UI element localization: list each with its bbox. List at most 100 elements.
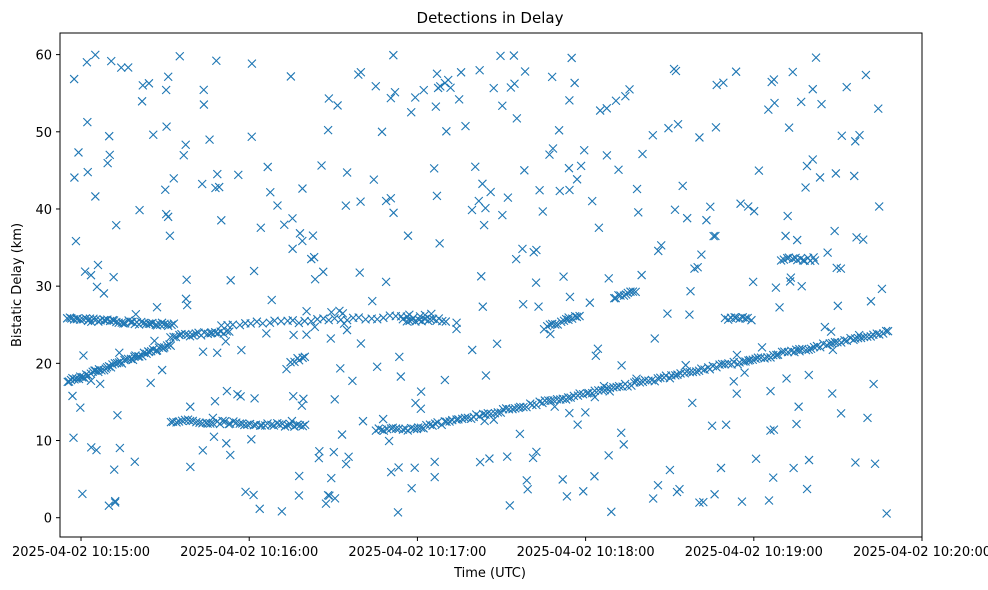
data-point-noise	[185, 402, 195, 412]
data-point-noise	[150, 336, 159, 346]
data-point-noise	[606, 507, 616, 517]
data-point-track-25-a	[163, 321, 173, 331]
data-point-noise	[130, 457, 140, 467]
data-point-noise	[90, 192, 100, 201]
data-point-track-12-a	[298, 421, 308, 431]
data-point-track-12-a	[218, 416, 227, 426]
data-point-noise	[736, 199, 745, 209]
data-point-noise	[92, 445, 101, 455]
data-point-noise	[302, 330, 311, 339]
data-point-track-25-d	[747, 315, 756, 325]
data-point-track-diagonal-main	[590, 386, 600, 396]
data-point-noise	[384, 436, 394, 446]
data-point-noise	[489, 415, 499, 425]
x-tick-label: 2025-04-02 10:18:00	[517, 545, 655, 560]
data-point-track-rising-2	[169, 332, 178, 342]
data-point-noise	[870, 459, 880, 469]
data-point-track-diagonal-main	[763, 352, 772, 362]
data-point-noise	[326, 334, 336, 343]
data-point-track-25-b	[235, 320, 245, 330]
data-point-noise	[590, 471, 599, 481]
data-point-track-25-c	[402, 316, 412, 326]
data-point-noise	[625, 85, 634, 94]
data-point-noise	[851, 458, 860, 467]
data-point-noise	[476, 271, 486, 281]
data-point-noise	[341, 201, 351, 211]
data-point-noise	[664, 123, 673, 133]
data-point-noise	[732, 350, 742, 360]
data-point-noise	[573, 420, 583, 430]
data-point-noise	[341, 459, 351, 469]
data-point-noise	[353, 70, 363, 80]
data-point-track-25-b	[258, 318, 268, 328]
data-point-noise	[404, 310, 414, 320]
data-point-noise	[702, 215, 711, 225]
data-point-noise	[826, 327, 836, 337]
data-point-noise	[256, 223, 266, 233]
plot-area: 2025-04-02 10:15:00 2025-04-02 10:16:00 20…	[12, 32, 988, 560]
data-point-track-diagonal-main	[804, 345, 814, 355]
data-point-noise	[502, 452, 512, 461]
data-point-noise	[690, 264, 699, 273]
data-point-noise	[212, 348, 222, 358]
data-point-noise	[505, 501, 515, 510]
data-point-noise	[226, 275, 236, 285]
data-point-track-diagonal-main	[593, 385, 603, 395]
data-point-noise	[804, 370, 814, 380]
data-point-track-25-a	[93, 317, 103, 326]
data-point-noise	[330, 493, 340, 503]
data-point-track-diagonal-main	[454, 415, 463, 424]
data-point-noise	[528, 453, 538, 463]
data-point-track-25-b	[426, 309, 436, 319]
data-point-noise	[744, 356, 753, 365]
data-point-noise	[381, 277, 391, 287]
data-point-noise	[394, 463, 404, 472]
data-point-noise	[371, 81, 381, 91]
data-point-noise	[620, 91, 630, 101]
x-tick-label: 2025-04-02 10:19:00	[685, 545, 823, 560]
data-point-track-20-5	[300, 352, 310, 362]
data-point-noise	[221, 438, 231, 448]
data-point-noise	[604, 450, 614, 460]
data-point-noise	[295, 228, 305, 238]
data-point-noise	[314, 446, 324, 456]
data-point-noise	[310, 274, 320, 284]
data-point-noise	[249, 266, 259, 276]
data-point-noise	[185, 462, 195, 472]
data-point-track-rising-2	[180, 329, 190, 339]
data-point-track-rising-1	[144, 347, 154, 357]
data-point-track-25-a	[119, 319, 128, 328]
data-point-noise	[86, 376, 96, 386]
data-point-noise	[711, 122, 721, 132]
x-tick-label: 2025-04-02 10:16:00	[180, 545, 318, 560]
data-point-track-24-rise	[575, 311, 584, 321]
data-point-track-25-a	[169, 319, 179, 329]
data-point-noise	[509, 51, 519, 60]
data-point-track-29	[619, 291, 629, 301]
data-point-track-25-c	[437, 316, 447, 326]
chart-title: Detections in Delay	[417, 9, 564, 27]
data-point-noise	[197, 179, 207, 189]
data-point-noise	[729, 377, 739, 386]
data-point-noise	[342, 325, 352, 335]
data-point-noise	[310, 322, 320, 332]
data-point-noise	[432, 69, 442, 79]
data-point-noise	[562, 491, 572, 501]
data-point-noise	[565, 185, 574, 195]
data-point-noise	[105, 150, 115, 160]
data-point-track-rising-1	[134, 352, 144, 361]
data-point-noise	[804, 455, 814, 465]
data-point-noise	[386, 193, 396, 203]
data-point-noise	[241, 487, 250, 497]
data-point-track-11-5	[374, 424, 384, 433]
data-point-track-diagonal-main	[862, 332, 872, 342]
data-point-noise	[808, 84, 818, 94]
data-point-noise	[247, 59, 257, 69]
data-point-noise	[86, 270, 96, 280]
data-point-noise	[587, 196, 597, 206]
data-point-noise	[452, 324, 461, 334]
data-point-track-12-a	[172, 418, 181, 427]
data-point-noise	[381, 196, 391, 206]
data-point-noise	[665, 465, 675, 475]
data-point-noise	[246, 434, 256, 444]
